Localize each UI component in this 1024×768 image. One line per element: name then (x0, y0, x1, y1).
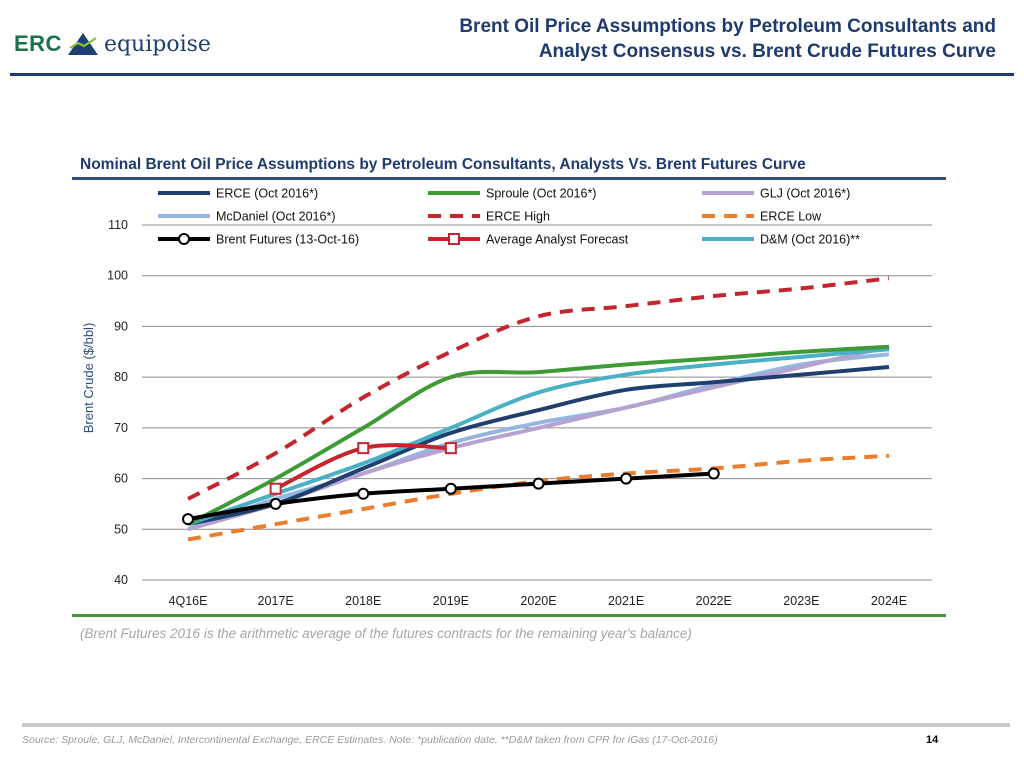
series-mcdaniel-oct-2016 (187, 352, 890, 532)
chart-title: Nominal Brent Oil Price Assumptions by P… (80, 156, 806, 173)
data-point (182, 513, 194, 526)
chart-top-divider (72, 177, 946, 180)
y-tick-label: 80 (114, 370, 128, 384)
x-tick-label: 2020E (520, 594, 556, 608)
legend-item-average-analyst-forecast: Average Analyst Forecast (428, 233, 629, 247)
legend-item-brent-futures-13-oct-16: Brent Futures (13-Oct-16) (158, 233, 359, 247)
legend-item-d-m-oct-2016: D&M (Oct 2016)** (702, 233, 860, 247)
y-tick-label: 70 (114, 421, 128, 435)
chart-series (182, 276, 890, 542)
company-logo: ERC equipoise (14, 26, 211, 62)
series-line-d-m-oct-2016 (187, 347, 890, 527)
legend-marker (178, 233, 190, 245)
series-line-erce-oct-2016 (187, 365, 890, 527)
chart-legend: ERCE (Oct 2016*) Sproule (Oct 2016*) GLJ (… (158, 187, 860, 247)
legend-marker (448, 233, 460, 245)
x-tick-label: 2023E (783, 594, 819, 608)
legend-item-erce-low: ERCE Low (702, 210, 822, 224)
header-divider (10, 73, 1014, 76)
data-point (620, 472, 633, 485)
y-tick-label: 90 (114, 319, 128, 333)
legend-label: ERCE (Oct 2016*) (216, 187, 318, 201)
data-point (532, 477, 545, 490)
legend-label: Average Analyst Forecast (486, 233, 629, 247)
series-sproule-oct-2016 (187, 344, 890, 526)
data-point (269, 497, 282, 510)
legend-label: ERCE Low (760, 210, 822, 224)
x-tick-label: 2017E (258, 594, 294, 608)
legend-item-erce-high: ERCE High (428, 210, 550, 224)
data-point (357, 442, 370, 455)
legend-label: Brent Futures (13-Oct-16) (216, 233, 359, 247)
y-tick-label: 60 (114, 472, 128, 486)
series-line-mcdaniel-oct-2016 (187, 352, 890, 532)
legend-label: ERCE High (486, 210, 550, 224)
y-tick-label: 50 (114, 522, 128, 536)
legend-item-glj-oct-2016: GLJ (Oct 2016*) (702, 187, 850, 201)
series-line-erce-high (187, 276, 890, 501)
x-tick-label: 2018E (345, 594, 381, 608)
logo-erc-text: ERC (14, 31, 62, 56)
mountain-logo-icon (67, 33, 98, 55)
legend-item-erce-oct-2016: ERCE (Oct 2016*) (158, 187, 318, 201)
data-point (444, 482, 457, 495)
data-point (357, 487, 370, 500)
chart-footnote: (Brent Futures 2016 is the arithmetic av… (80, 626, 692, 641)
x-tick-label: 2021E (608, 594, 644, 608)
y-tick-label: 100 (107, 269, 128, 283)
footer-divider (22, 723, 1010, 727)
series-d-m-oct-2016 (187, 347, 890, 527)
page-number: 14 (926, 734, 939, 746)
x-tick-label: 2019E (433, 594, 469, 608)
page-title: Brent Oil Price Assumptions by Petroleum… (296, 14, 996, 64)
data-point (707, 467, 720, 480)
legend-label: Sproule (Oct 2016*) (486, 187, 596, 201)
logo-equipoise-text: equipoise (103, 31, 211, 57)
chart-bottom-divider (72, 614, 946, 617)
x-tick-label: 4Q16E (169, 594, 208, 608)
y-tick-label: 40 (114, 573, 128, 587)
series-erce-high (187, 276, 890, 501)
x-axis-ticks: 4Q16E 2017E 2018E 2019E 2020E 2021E 2022E 2023E… (169, 594, 908, 608)
legend-item-mcdaniel-oct-2016: McDaniel (Oct 2016*) (158, 210, 336, 224)
y-axis-ticks: 40 50 60 70 80 90 100 110 (107, 218, 128, 587)
series-line-sproule-oct-2016 (187, 344, 890, 526)
y-tick-label: 110 (108, 218, 128, 232)
page-title-line-1: Brent Oil Price Assumptions by Petroleum… (459, 16, 996, 37)
page-title-line-2: Analyst Consensus vs. Brent Crude Future… (538, 41, 996, 62)
source-note: Source: Sproule, GLJ, McDaniel, Intercon… (22, 734, 718, 746)
legend-label: GLJ (Oct 2016*) (760, 187, 850, 201)
x-tick-label: 2022E (696, 594, 732, 608)
legend-item-sproule-oct-2016: Sproule (Oct 2016*) (428, 187, 596, 201)
legend-label: McDaniel (Oct 2016*) (216, 210, 336, 224)
series-average-analyst-forecast (269, 442, 457, 495)
data-point (269, 482, 282, 495)
data-point (444, 442, 457, 455)
series-brent-futures-13-oct-16 (182, 467, 720, 526)
y-axis-label: Brent Crude ($/bbl) (81, 323, 96, 434)
series-erce-oct-2016 (187, 365, 890, 527)
legend-label: D&M (Oct 2016)** (760, 233, 860, 247)
x-tick-label: 2024E (871, 594, 907, 608)
